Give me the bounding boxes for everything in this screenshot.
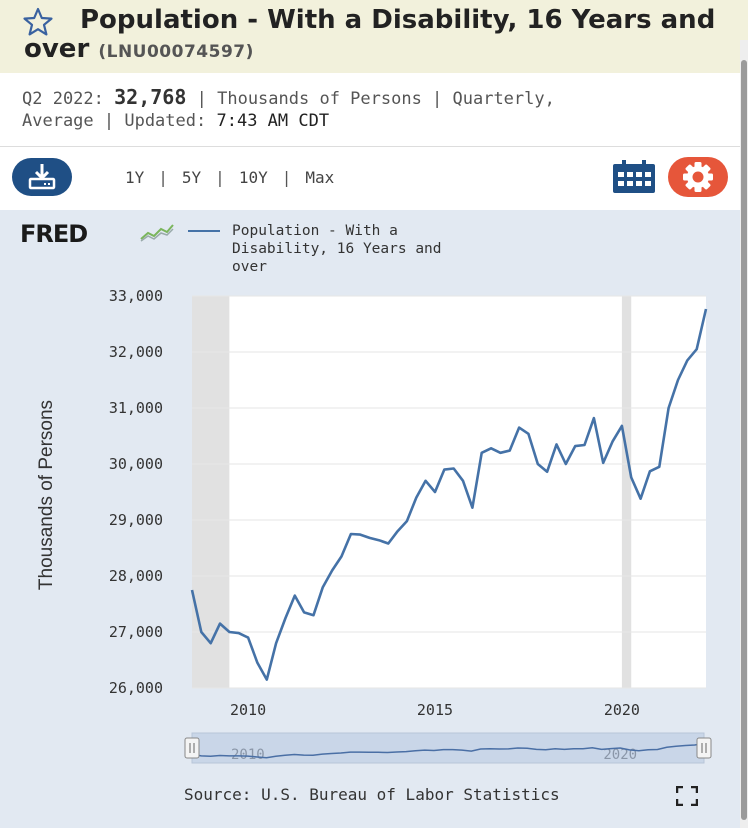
x-tick-label: 2015	[417, 701, 453, 719]
y-tick-label: 28,000	[109, 567, 163, 585]
range-5y[interactable]: 5Y	[181, 168, 202, 187]
download-button[interactable]	[12, 158, 72, 196]
meta-units: | Thousands of Persons | Quarterly,	[196, 89, 555, 109]
y-tick-label: 33,000	[109, 287, 163, 305]
scrollbar-thumb[interactable]	[741, 60, 747, 820]
y-tick-label: 29,000	[109, 511, 163, 529]
range-separator: |	[281, 168, 292, 187]
legend-label: Population - With a Disability, 16 Years…	[232, 223, 442, 275]
navigator-handle-right[interactable]	[696, 737, 712, 759]
fullscreen-icon[interactable]	[676, 786, 698, 806]
star-icon[interactable]	[22, 6, 54, 38]
y-tick-label: 31,000	[109, 399, 163, 417]
navigator-label: 2010	[231, 747, 265, 763]
latest-value: 32,768	[114, 85, 187, 109]
series-title: Population - With a Disability, 16 Years…	[24, 5, 716, 64]
series-id: (LNU00074597)	[98, 42, 254, 62]
navigator-series-line	[191, 742, 705, 759]
navigator-label: 2020	[603, 747, 637, 763]
x-tick-label: 2020	[604, 701, 640, 719]
x-tick-label: 2010	[230, 701, 266, 719]
fred-logo-graph-icon	[140, 224, 174, 242]
y-tick-label: 30,000	[109, 455, 163, 473]
download-icon	[28, 164, 56, 190]
meta-frequency: Average | Updated:	[22, 111, 207, 131]
series-line[interactable]	[190, 308, 708, 681]
recession-band	[621, 296, 632, 688]
settings-button[interactable]	[668, 157, 728, 197]
page-title: Population - With a Disability, 16 Years…	[24, 6, 734, 67]
date-range-selector: 1Y | 5Y | 10Y | Max	[125, 168, 334, 187]
chart-header	[0, 0, 748, 73]
source-note: Source: U.S. Bureau of Labor Statistics	[184, 785, 560, 804]
range-10y[interactable]: 10Y	[238, 168, 268, 187]
y-tick-label: 27,000	[109, 623, 163, 641]
divider	[0, 146, 748, 147]
legend-swatch	[188, 230, 220, 232]
series-meta: Q2 2022: 32,768 | Thousands of Persons |…	[22, 86, 722, 132]
meta-period: Q2 2022:	[22, 89, 104, 109]
plot-background	[192, 296, 706, 688]
calendar-icon[interactable]	[612, 160, 656, 194]
meta-updated: 7:43 AM CDT	[216, 111, 330, 131]
y-tick-label: 32,000	[109, 343, 163, 361]
navigator-handle-left[interactable]	[184, 737, 200, 759]
range-max[interactable]: Max	[305, 168, 335, 187]
range-separator: |	[158, 168, 168, 187]
chart-toolbar: 1Y | 5Y | 10Y | Max	[0, 150, 748, 208]
gear-icon	[683, 162, 713, 192]
recession-band	[192, 296, 230, 688]
fred-logo: FRED	[20, 220, 88, 248]
y-tick-label: 26,000	[109, 679, 163, 697]
range-1y[interactable]: 1Y	[125, 168, 145, 187]
range-separator: |	[215, 168, 225, 187]
page-scrollbar[interactable]	[740, 40, 748, 828]
